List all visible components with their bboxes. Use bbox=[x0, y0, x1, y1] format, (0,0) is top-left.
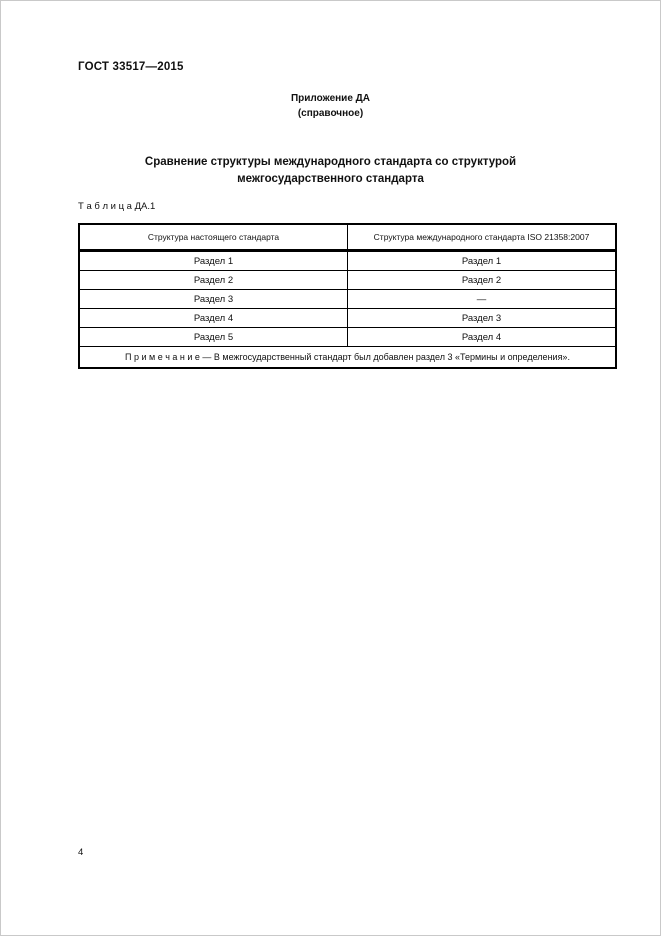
table-cell: Раздел 1 bbox=[78, 250, 348, 271]
table-cell: Раздел 3 bbox=[347, 308, 617, 328]
section-title-line-2: межгосударственного стандарта bbox=[237, 173, 424, 185]
appendix-title: Приложение ДА bbox=[290, 93, 371, 104]
column-header-this-standard: Структура настоящего стандарта bbox=[78, 223, 348, 252]
table-cell: Раздел 5 bbox=[78, 327, 348, 347]
table-row: Раздел 3 — bbox=[78, 289, 617, 309]
table-row: Раздел 4 Раздел 3 bbox=[78, 308, 617, 328]
appendix-heading: Приложение ДА (справочное) bbox=[1, 91, 660, 121]
table-row: Раздел 1 Раздел 1 bbox=[78, 250, 617, 271]
table-cell: — bbox=[347, 289, 617, 309]
table-row: Раздел 2 Раздел 2 bbox=[78, 270, 617, 290]
section-title: Сравнение структуры международного станд… bbox=[1, 154, 660, 188]
table-note: П р и м е ч а н и е — В межгосударственн… bbox=[78, 346, 617, 369]
comparison-table: Структура настоящего стандарта Структура… bbox=[78, 223, 617, 369]
section-title-line-1: Сравнение структуры международного станд… bbox=[144, 156, 517, 168]
table-label: Т а б л и ц а ДА.1 bbox=[78, 201, 156, 212]
table-header-row: Структура настоящего стандарта Структура… bbox=[78, 223, 617, 252]
table-note-row: П р и м е ч а н и е — В межгосударственн… bbox=[78, 346, 617, 369]
document-code: ГОСТ 33517—2015 bbox=[78, 61, 184, 73]
page-number: 4 bbox=[78, 847, 84, 858]
table-cell: Раздел 3 bbox=[78, 289, 348, 309]
table-cell: Раздел 1 bbox=[347, 250, 617, 271]
table-cell: Раздел 2 bbox=[78, 270, 348, 290]
table-cell: Раздел 2 bbox=[347, 270, 617, 290]
table-cell: Раздел 4 bbox=[347, 327, 617, 347]
appendix-subtitle: (справочное) bbox=[297, 108, 364, 119]
table-row: Раздел 5 Раздел 4 bbox=[78, 327, 617, 347]
column-header-iso-standard: Структура международного стандарта ISO 2… bbox=[347, 223, 617, 252]
table-cell: Раздел 4 bbox=[78, 308, 348, 328]
